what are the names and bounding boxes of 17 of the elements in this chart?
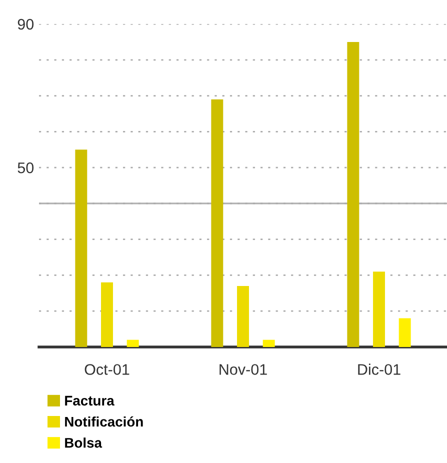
bar bbox=[262, 340, 275, 347]
legend-label: Bolsa bbox=[65, 438, 102, 448]
y-tick-label: 50 bbox=[18, 162, 34, 174]
bar bbox=[398, 318, 411, 347]
bar bbox=[211, 99, 224, 347]
bar bbox=[237, 286, 249, 347]
bar bbox=[75, 150, 88, 347]
x-tick-label: Nov-01 bbox=[220, 364, 267, 375]
x-tick-label: Oct-01 bbox=[84, 364, 130, 375]
legend-label: Notificación bbox=[65, 416, 143, 427]
legend-label: Factura bbox=[65, 396, 114, 406]
bar bbox=[126, 340, 139, 347]
y-tick-label: 90 bbox=[18, 18, 34, 30]
bar bbox=[373, 272, 385, 347]
x-tick-label: Dic-01 bbox=[358, 364, 400, 375]
bar bbox=[347, 42, 360, 347]
bar bbox=[101, 282, 113, 347]
